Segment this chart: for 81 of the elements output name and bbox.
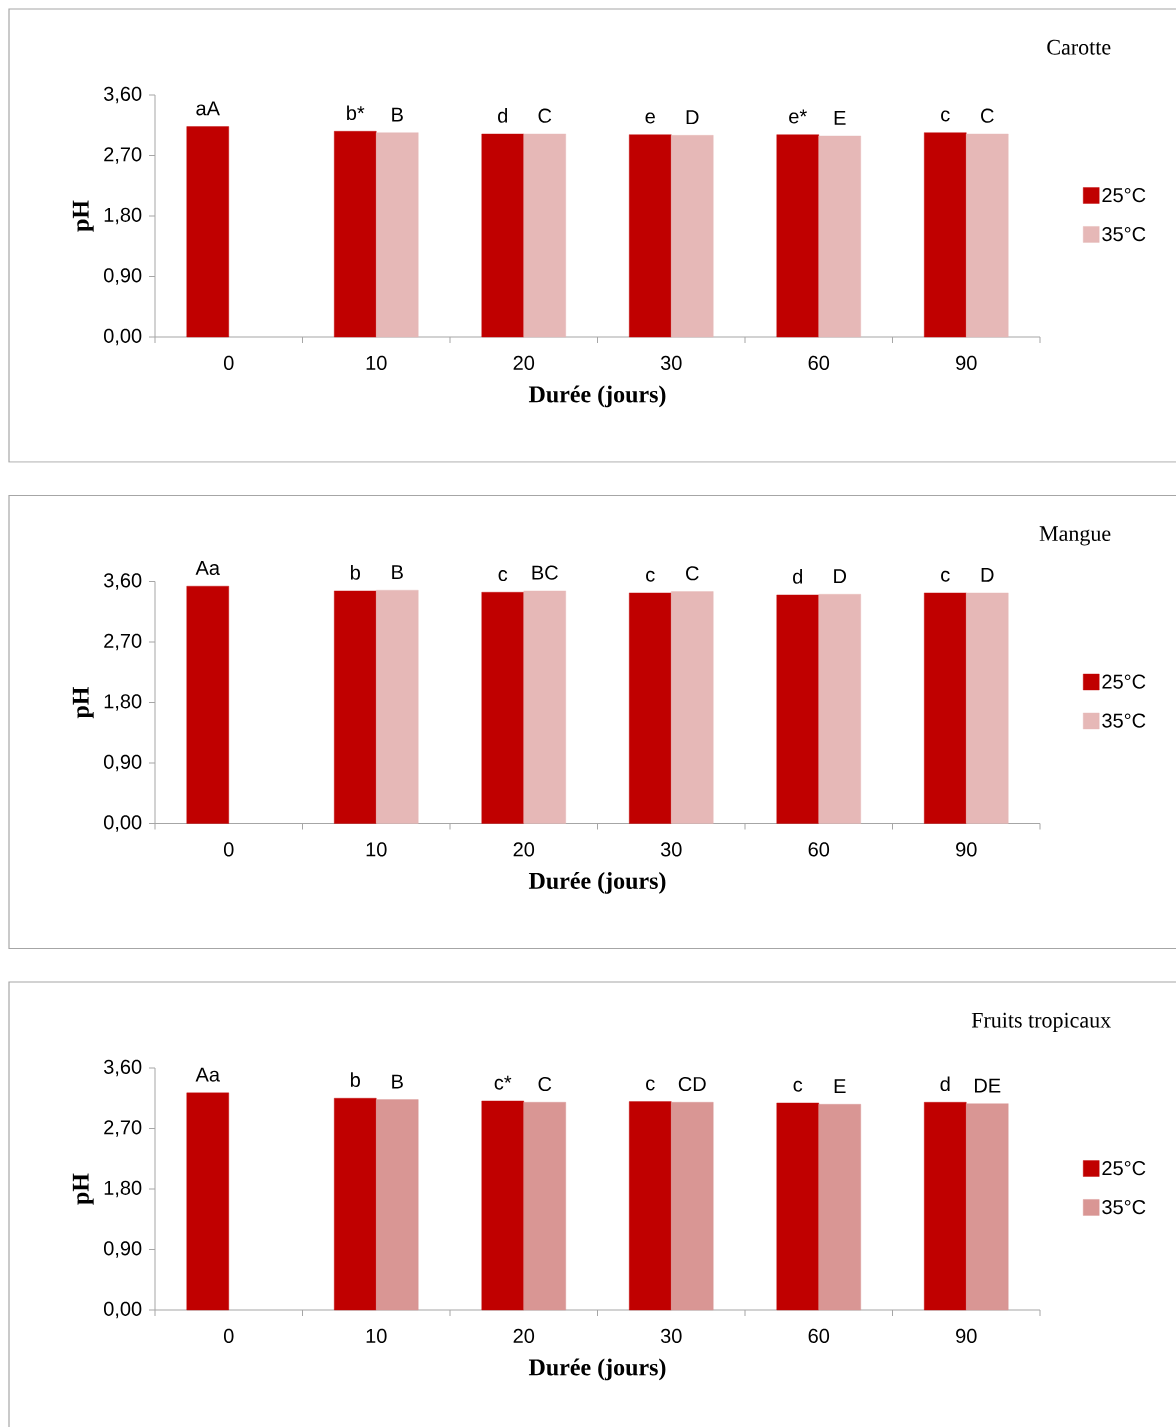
data-label: c (646, 570, 655, 582)
data-label: d (498, 108, 508, 123)
data-label: e (645, 112, 655, 124)
data-label: CD (678, 1076, 706, 1092)
x-tick-label: 10 (366, 1328, 387, 1344)
x-tick-label: 10 (366, 355, 387, 371)
data-label: c (793, 1080, 803, 1092)
data-label: b (350, 1072, 360, 1088)
data-label: b (350, 565, 360, 580)
data-label: DE (975, 1078, 1001, 1093)
x-tick-label: 20 (513, 355, 535, 371)
data-label: B (392, 1074, 403, 1089)
x-axis-title: Durée (jours) (528, 385, 666, 408)
data-label: Aa (195, 561, 220, 575)
x-axis-title: Durée (jours) (528, 1358, 666, 1381)
x-axis-title: Durée (jours) (528, 872, 666, 894)
data-label: c (941, 570, 950, 582)
chart-title: Mangue (1039, 526, 1111, 546)
data-label: d (793, 569, 803, 584)
data-label: E (834, 1079, 846, 1094)
x-tick-label: 60 (808, 355, 830, 371)
y-tick-label: 3,60 (103, 1059, 142, 1077)
data-label: Aa (195, 1067, 220, 1082)
data-label: C (686, 566, 699, 581)
legend-label: 25°C (1102, 1161, 1146, 1176)
x-tick-label: 90 (956, 842, 977, 857)
data-label: B (392, 565, 403, 580)
data-label: c (498, 570, 508, 582)
y-tick-label: 1,80 (104, 207, 142, 225)
legend-label: 35°C (1102, 227, 1146, 242)
legend-label: 35°C (1102, 1200, 1146, 1215)
data-label: BC (532, 565, 558, 580)
data-label: D (686, 110, 699, 125)
y-tick-label: 0,00 (103, 1301, 142, 1319)
data-label: D (981, 567, 994, 582)
x-tick-label: 0 (223, 355, 234, 371)
legend-label: 25°C (1102, 188, 1146, 203)
y-axis-title: pH (72, 1173, 94, 1205)
data-label: C (538, 1076, 552, 1092)
data-label: d (940, 1076, 950, 1092)
y-tick-label: 0,90 (103, 1241, 142, 1258)
x-tick-label: 20 (513, 842, 535, 857)
chart-title: Fruits tropicaux (971, 1012, 1111, 1033)
y-tick-label: 1,80 (104, 1180, 142, 1198)
x-tick-label: 30 (660, 355, 682, 371)
legend-label: 25°C (1102, 674, 1146, 689)
data-label: c* (494, 1075, 512, 1090)
y-axis-title: pH (72, 686, 94, 719)
y-tick-label: 3,60 (103, 86, 142, 104)
chart-title: Carotte (1047, 39, 1111, 55)
y-tick-label: 0,00 (103, 815, 142, 832)
data-label: E (834, 111, 846, 125)
data-label: aA (196, 101, 220, 116)
x-tick-label: 90 (956, 355, 977, 371)
y-axis-title: pH (72, 200, 94, 232)
data-label: D (834, 569, 847, 584)
data-label: B (392, 107, 403, 122)
y-tick-label: 2,70 (104, 147, 142, 164)
x-tick-label: 60 (808, 842, 830, 857)
data-label: C (981, 108, 994, 123)
data-label: e* (789, 109, 807, 124)
x-tick-label: 10 (366, 842, 387, 857)
x-tick-label: 0 (223, 842, 234, 857)
x-tick-label: 20 (513, 1328, 535, 1344)
y-tick-label: 0,90 (103, 268, 142, 285)
y-tick-label: 3,60 (103, 573, 142, 590)
x-tick-label: 90 (956, 1328, 977, 1344)
y-tick-label: 0,00 (103, 328, 142, 346)
data-label: b* (347, 105, 365, 121)
y-tick-label: 2,70 (104, 633, 142, 651)
x-tick-label: 30 (660, 1328, 682, 1344)
data-label: C (538, 108, 552, 123)
x-tick-label: 60 (808, 1328, 830, 1344)
y-tick-label: 0,90 (103, 754, 142, 772)
legend-label: 35°C (1102, 713, 1146, 728)
data-label: c (646, 1079, 655, 1091)
y-tick-label: 1,80 (104, 694, 142, 711)
data-label: c (941, 110, 950, 122)
y-tick-label: 2,70 (104, 1120, 142, 1137)
x-tick-label: 30 (660, 842, 682, 857)
x-tick-label: 0 (223, 1328, 234, 1344)
